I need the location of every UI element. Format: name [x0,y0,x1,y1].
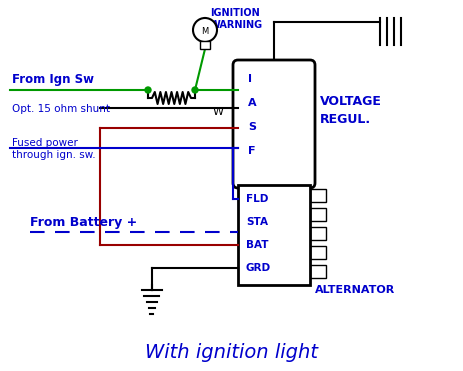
Text: With ignition light: With ignition light [145,343,318,362]
Bar [200,41,210,49]
Text: From Ign Sw: From Ign Sw [12,73,94,86]
Bar [309,227,325,240]
Bar [309,246,325,259]
Bar [309,208,325,221]
Text: GRD: GRD [245,263,270,273]
Text: IGNITION
WARNING: IGNITION WARNING [210,8,263,30]
Text: VOLTAGE
REGUL.: VOLTAGE REGUL. [319,95,381,126]
Text: Fused power
through ign. sw.: Fused power through ign. sw. [12,138,95,160]
Text: A: A [247,98,256,108]
Text: W: W [212,107,223,117]
Text: S: S [247,122,256,132]
Bar [309,265,325,278]
Text: From Battery +: From Battery + [30,216,137,229]
Text: F: F [247,146,255,156]
Circle shape [192,87,198,93]
Text: Opt. 15 ohm shunt: Opt. 15 ohm shunt [12,104,110,114]
Text: FLD: FLD [245,194,268,204]
Bar [309,189,325,202]
Circle shape [193,18,217,42]
Text: I: I [247,74,251,84]
FancyBboxPatch shape [232,60,314,188]
Text: ALTERNATOR: ALTERNATOR [314,285,394,295]
Text: M: M [201,26,208,36]
Bar [238,185,309,285]
Circle shape [144,87,150,93]
Text: STA: STA [245,217,268,227]
Text: BAT: BAT [245,240,268,250]
